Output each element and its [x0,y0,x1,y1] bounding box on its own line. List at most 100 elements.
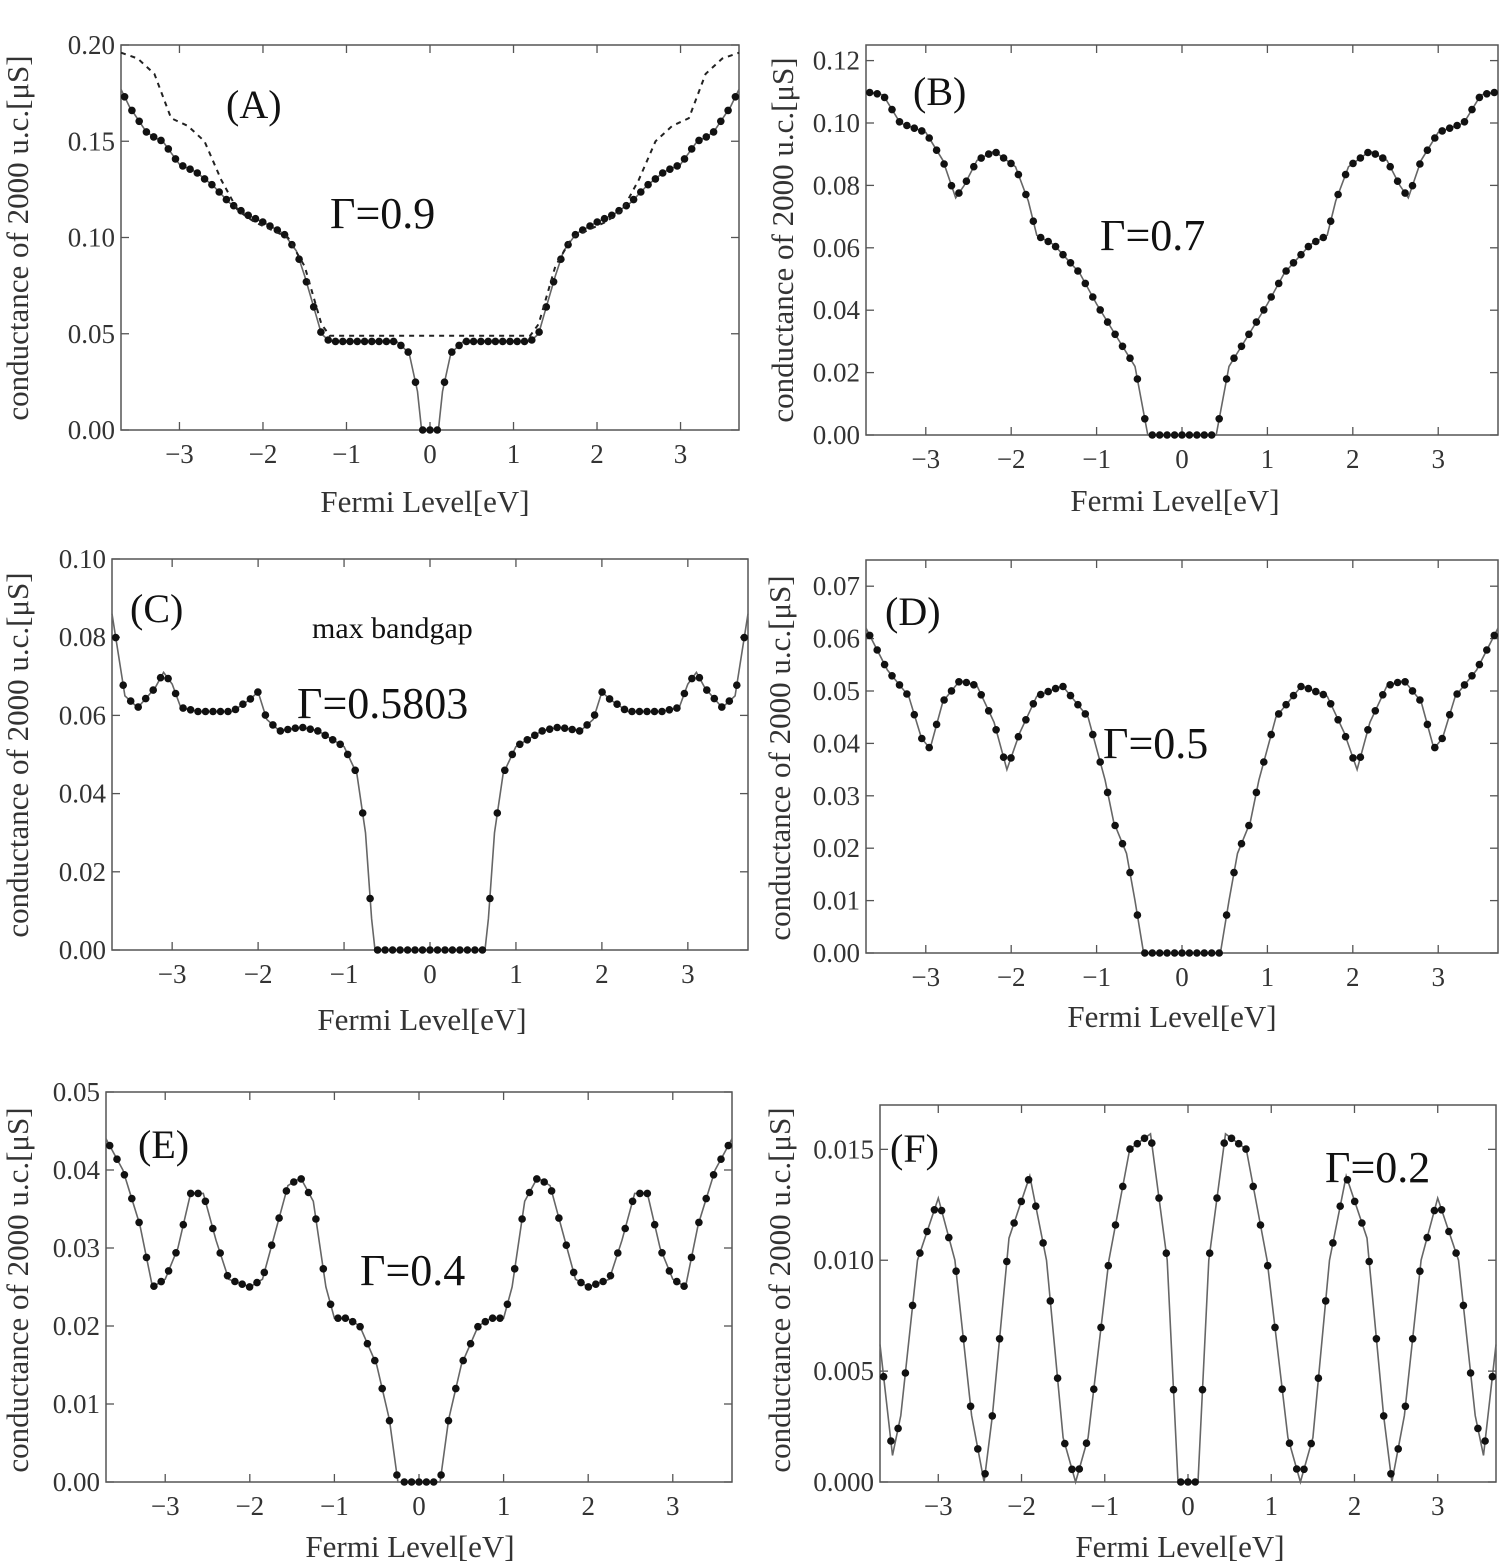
data-point [910,124,919,132]
data-point [128,1194,136,1203]
data-point [1304,684,1313,693]
data-point [358,809,367,817]
data-point [1068,1465,1076,1474]
data-point [1178,949,1186,957]
data-point [974,1445,982,1453]
data-point [673,162,681,170]
data-point [1036,233,1045,242]
data-point [568,725,576,734]
data-point [1256,1221,1265,1229]
data-point [888,105,896,114]
data-point [724,1141,733,1150]
panel-c: −3 −2 −1 0 1 2 3 0.00 0.02 0.04 0.06 0.08 0.10 Ferm… [0,544,749,1037]
x-tick-label: −3 [165,439,194,469]
data-point [1321,1297,1330,1305]
data-point [1468,105,1476,114]
data-point [312,1215,320,1223]
panel-label: (D) [885,589,941,634]
data-point [1438,734,1446,743]
data-point [599,1277,607,1286]
data-point [1481,1437,1489,1445]
data-point [1003,1257,1011,1266]
data-point [1349,159,1357,168]
data-point [1282,700,1290,709]
y-tick-label: 0.10 [59,544,106,574]
x-tick-labels: −3 −2 −1 0 1 2 3 [911,962,1445,992]
ticks [866,45,1498,436]
data-point [535,328,543,336]
data-point [1358,1219,1366,1227]
data-point [1022,190,1030,199]
y-tick-label: 0.10 [68,223,115,253]
data-point [253,1278,261,1287]
y-tick-label: 0.00 [68,415,115,445]
data-point [1014,732,1023,741]
data-point [959,1335,968,1343]
data-point [695,136,703,145]
data-point [275,1214,283,1222]
data-point [1059,682,1067,691]
data-point [1010,1219,1018,1227]
data-point [888,672,896,680]
data-point [1386,162,1394,171]
data-point [981,1470,989,1478]
gamma-annotation: Γ=0.7 [1100,211,1205,260]
data-point [1445,710,1454,719]
data-point [375,337,383,346]
data-point [665,1267,674,1275]
data-point [382,337,391,346]
data-point [455,341,463,350]
data-point [925,134,933,142]
data-point [651,175,660,183]
data-point [348,1317,357,1326]
data-point [1007,159,1015,168]
data-point [709,128,718,136]
data-point [1314,1374,1323,1382]
data-point [525,1188,534,1197]
x-axis-title: Fermi Level[eV] [317,1002,526,1037]
data-point [1364,726,1372,734]
data-point [680,689,689,698]
data-point [304,1188,313,1197]
data-point [1282,267,1290,275]
data-point [731,93,740,101]
data-point [1394,1445,1402,1453]
x-tick-label: 3 [1431,962,1445,992]
x-tick-label: 2 [1346,444,1360,474]
data-point [947,687,956,695]
x-tick-label: 2 [1346,962,1360,992]
data-point [910,710,919,719]
data-point [880,93,889,102]
data-point [1267,293,1275,301]
data-point [1242,1145,1250,1153]
data-point [895,118,904,126]
data-point [1319,690,1328,699]
data-point [237,206,245,215]
data-point [733,681,741,689]
data-point [955,678,963,686]
data-point [1044,237,1052,246]
data-point [1408,181,1417,190]
y-tick-labels: 0.00 0.01 0.02 0.03 0.04 0.05 [53,1077,101,1497]
data-point [186,165,194,173]
data-point [179,162,187,170]
data-point [1365,1257,1373,1266]
data-point [452,1384,460,1393]
x-tick-label: 2 [1348,1491,1362,1521]
panel-e: −3 −2 −1 0 1 2 3 0.00 0.01 0.02 0.03 0.04 0.05 Ferm… [0,1077,733,1564]
data-point [1249,1182,1257,1191]
data-point [343,750,352,759]
data-point [531,731,539,740]
data-point [1059,250,1067,259]
data-point [331,337,340,346]
data-point [360,337,369,346]
data-point [244,211,252,220]
x-tick-labels: −3 −2 −1 0 1 2 3 [924,1491,1445,1521]
data-point [923,1227,931,1236]
data-point [1349,754,1357,762]
data-point [562,1241,571,1249]
data-point [1053,1374,1062,1382]
data-point [977,154,985,162]
data-point [1379,691,1387,699]
data-point [267,1241,276,1249]
